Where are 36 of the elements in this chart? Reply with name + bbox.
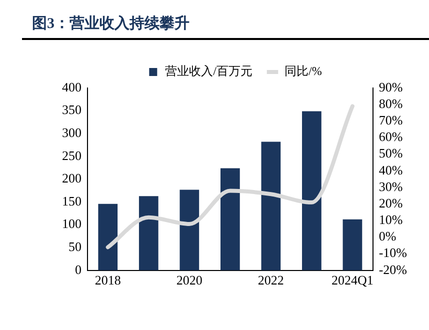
y-tick-label: 300: [62, 125, 82, 140]
legend-label: 营业收入/百万元: [165, 64, 253, 78]
y-tick-label: 50: [68, 239, 82, 254]
y-tick-label: 0: [75, 262, 82, 277]
y-tick-label: 350: [62, 102, 82, 118]
bar: [138, 196, 158, 270]
bar: [261, 142, 281, 270]
y2-tick-label: 0%: [378, 228, 396, 244]
x-tick-label: 2020: [176, 272, 202, 288]
y-tick-label: 100: [62, 216, 82, 232]
bar: [302, 111, 322, 270]
x-tick-label: 2022: [258, 272, 284, 288]
y2-tick-label: 10%: [378, 212, 403, 228]
bar: [180, 190, 200, 270]
y-tick-label: 250: [62, 148, 82, 163]
x-tick-label: 2018: [94, 272, 121, 288]
y2-tick-label: 90%: [378, 79, 403, 94]
y2-tick-label: 60%: [378, 129, 403, 144]
bar: [220, 168, 240, 270]
x-tick-label: 2024Q1: [332, 272, 374, 288]
y2-tick-label: 20%: [378, 195, 403, 210]
legend-label: 同比/%: [284, 64, 322, 78]
y-tick-label: 200: [62, 170, 82, 186]
y2-tick-label: 50%: [378, 146, 403, 161]
y-tick-label: 150: [62, 193, 82, 208]
y2-tick-label: -20%: [378, 262, 408, 277]
y2-tick-label: 80%: [378, 96, 403, 112]
y2-tick-label: 30%: [378, 178, 403, 194]
y2-tick-label: -10%: [378, 245, 408, 260]
line-series: [106, 104, 354, 250]
y2-tick-label: 70%: [378, 112, 403, 128]
y-tick-label: 400: [62, 79, 82, 94]
y2-tick-label: 40%: [378, 162, 403, 178]
bar: [98, 204, 118, 270]
bar: [342, 219, 362, 270]
chart-title: 图3：营业收入持续攀升: [31, 14, 190, 34]
